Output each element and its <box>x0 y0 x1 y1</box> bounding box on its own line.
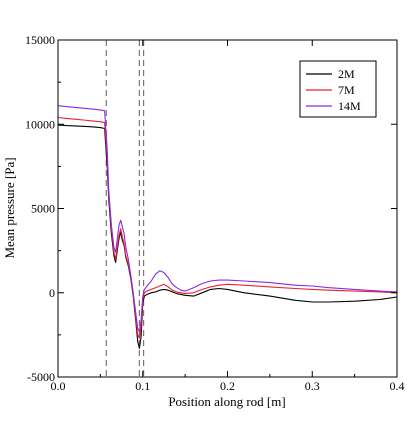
series-layer <box>58 105 397 349</box>
y-tick-label: -5000 <box>27 370 55 384</box>
legend: 2M 7M 14M <box>299 60 377 118</box>
x-tick-label: 0.0 <box>51 379 66 393</box>
x-tick-label: 0.4 <box>390 379 405 393</box>
y-axis: -5000 0 5000 10000 15000 <box>25 33 397 384</box>
legend-box <box>299 60 377 118</box>
reference-lines <box>105 40 145 377</box>
series-line-14m <box>58 105 397 333</box>
y-tick-label: 5000 <box>31 202 55 216</box>
x-tick-label: 0.2 <box>220 379 235 393</box>
x-axis-label: Position along rod [m] <box>168 394 285 409</box>
x-tick-label: 0.1 <box>135 379 150 393</box>
legend-label-2m: 2M <box>338 67 355 81</box>
y-tick-label: 15000 <box>25 33 55 47</box>
y-axis-label: Mean pressure [Pa] <box>2 157 17 258</box>
x-axis: 0.0 0.1 0.2 0.3 0.4 <box>51 40 405 393</box>
x-tick-label: 0.3 <box>305 379 320 393</box>
y-tick-label: 10000 <box>25 117 55 131</box>
legend-label-7m: 7M <box>338 83 355 97</box>
y-tick-label: 0 <box>49 286 55 300</box>
legend-label-14m: 14M <box>338 99 361 113</box>
